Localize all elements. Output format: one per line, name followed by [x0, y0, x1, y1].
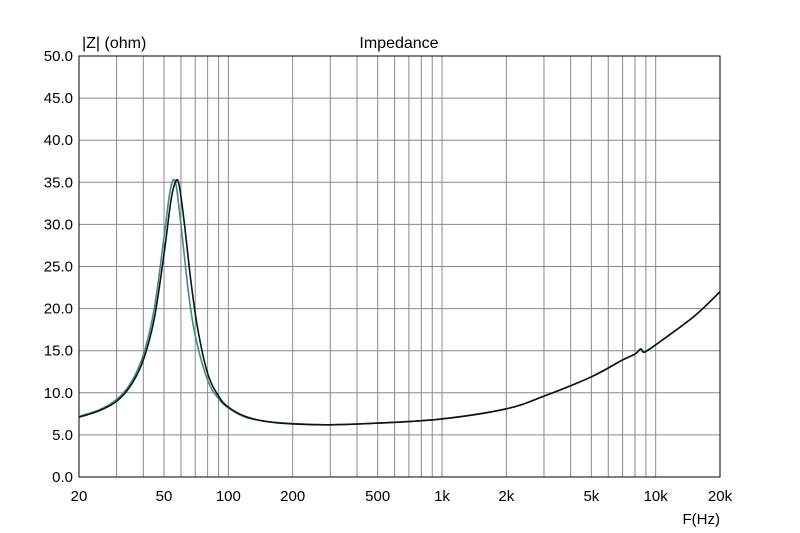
x-tick-label: 100: [216, 488, 241, 505]
y-tick-label: 40.0: [44, 132, 73, 149]
x-tick-label: 2k: [498, 488, 514, 505]
y-tick-label: 0.0: [52, 469, 73, 486]
y-tick-label: 10.0: [44, 385, 73, 402]
y-tick-label: 15.0: [44, 343, 73, 360]
x-tick-label: 20k: [708, 488, 733, 505]
x-tick-label: 500: [365, 488, 390, 505]
y-tick-label: 50.0: [44, 48, 73, 65]
grid: [79, 56, 720, 477]
chart-title: Impedance: [359, 35, 438, 52]
y-tick-label: 35.0: [44, 174, 73, 191]
x-tick-label: 1k: [434, 488, 450, 505]
series-lines: [78, 178, 721, 426]
y-tick-label: 5.0: [52, 427, 73, 444]
x-tick-labels: 20 50 100 200 500 1k 2k 5k 10k 20k: [71, 488, 733, 505]
plot-frame: [78, 55, 721, 478]
x-tick-label: 10k: [644, 488, 669, 505]
y-axis-label: |Z| (ohm): [82, 35, 146, 52]
x-tick-label: 5k: [583, 488, 599, 505]
series-line: [78, 178, 721, 426]
x-axis-label: F(Hz): [683, 511, 721, 528]
x-tick-label: 50: [156, 488, 173, 505]
y-tick-label: 30.0: [44, 216, 73, 233]
x-tick-label: 200: [280, 488, 305, 505]
y-tick-labels: 0.0 5.0 10.0 15.0 20.0 25.0 30.0 35.0 40.0 45.0 50…: [44, 48, 73, 486]
y-tick-label: 25.0: [44, 259, 73, 276]
x-tick-label: 20: [71, 488, 88, 505]
y-tick-label: 20.0: [44, 301, 73, 318]
y-tick-label: 45.0: [44, 90, 73, 107]
